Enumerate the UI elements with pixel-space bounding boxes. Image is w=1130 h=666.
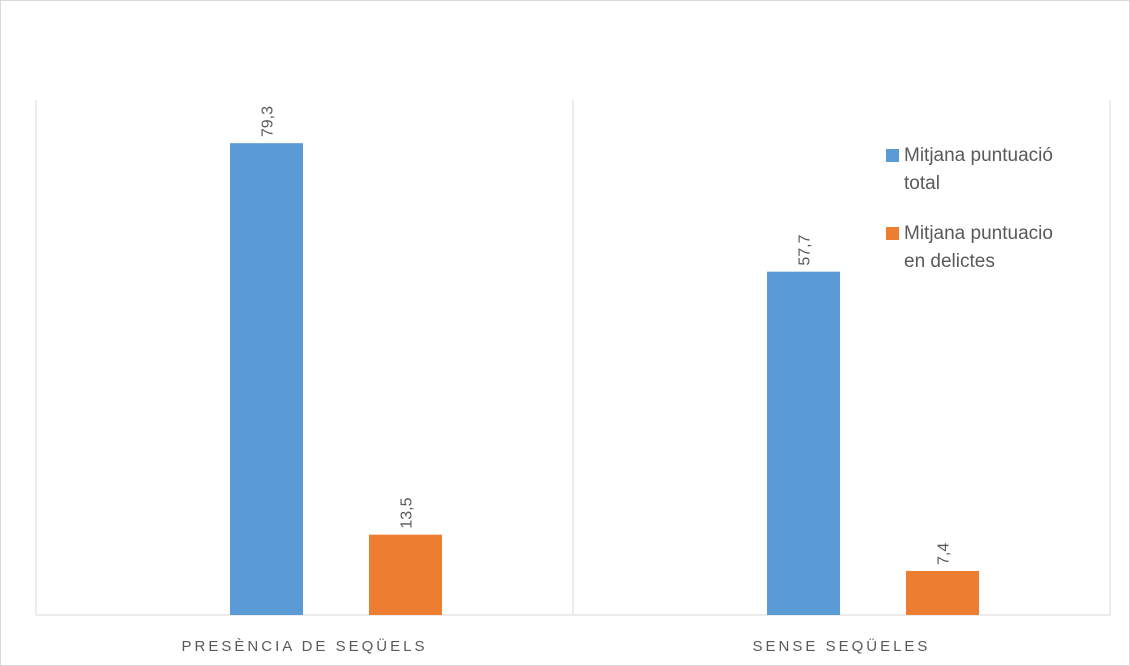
bar-delictes-0 (369, 534, 442, 615)
data-label-delictes-1: 7,4 (936, 543, 953, 565)
legend-swatch-total (886, 149, 899, 162)
data-label-total-1: 57,7 (797, 234, 814, 265)
legend-item-total: Mitjana puntuació total (886, 142, 1106, 198)
legend-swatch-delictes (886, 227, 899, 240)
x-tick-label-1: SENSE SEQÜELES (753, 637, 931, 655)
legend-label-total-line-2: total (904, 173, 940, 194)
x-tick-labels: PRESÈNCIA DE SEQÜELS SENSE SEQÜELES (182, 637, 931, 655)
legend-item-delictes: Mitjana puntuacio en delictes (886, 220, 1106, 276)
legend-label-delictes-line-2: en delictes (904, 251, 995, 272)
bars-group: 79,3 13,5 57,7 7,4 (230, 106, 979, 616)
legend: Mitjana puntuació total Mitjana puntuaci… (886, 142, 1106, 298)
bar-total-0 (230, 143, 303, 616)
bar-delictes-1 (906, 570, 979, 615)
data-label-total-0: 79,3 (260, 106, 277, 137)
legend-label-delictes-line-1: Mitjana puntuacio (904, 223, 1053, 244)
x-tick-label-0: PRESÈNCIA DE SEQÜELS (182, 637, 428, 655)
legend-label-total-line-1: Mitjana puntuació (904, 145, 1053, 166)
bar-total-1 (767, 271, 840, 615)
data-label-delictes-0: 13,5 (399, 497, 416, 528)
